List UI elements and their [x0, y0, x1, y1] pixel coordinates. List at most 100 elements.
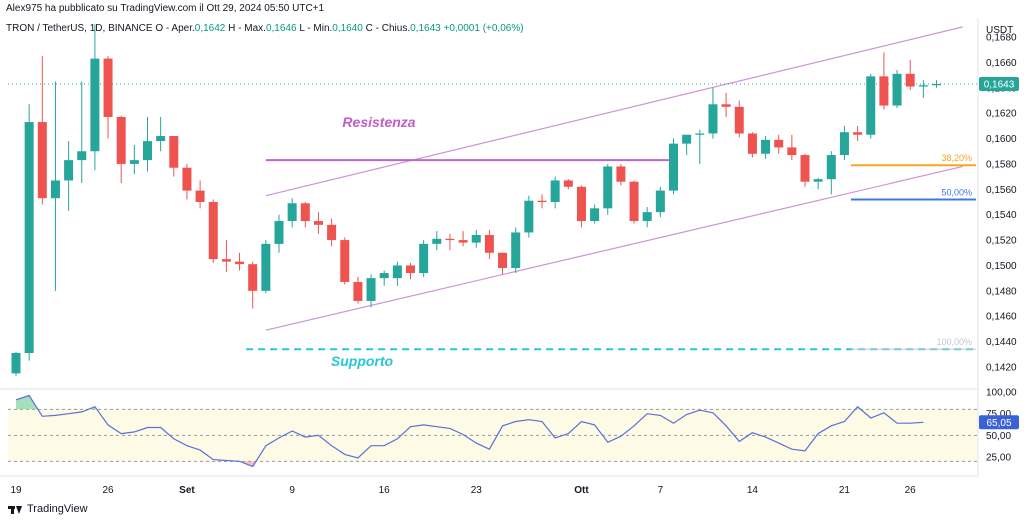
- candle-body: [721, 104, 731, 107]
- candle-body: [313, 221, 323, 225]
- price-tick-label: 0,1460: [986, 312, 1017, 323]
- candle-body: [340, 240, 350, 282]
- price-chart[interactable]: 38,20% 50,00% 100,00% Resistenza Supporto US…: [0, 0, 1024, 500]
- rsi-line: [15, 394, 924, 468]
- time-tick-label: 7: [658, 485, 664, 496]
- candle-body: [892, 73, 902, 106]
- candle-body: [274, 221, 284, 244]
- rsi-tick-label: 25,00: [986, 453, 1011, 464]
- price-tick-label: 0,1440: [986, 337, 1017, 348]
- candle-body: [64, 160, 74, 181]
- candle-body: [458, 240, 468, 243]
- rsi-tick-label: 100,00: [986, 388, 1017, 399]
- candle-body: [669, 143, 678, 191]
- brand-name: TradingView: [27, 503, 88, 515]
- candle-body: [879, 76, 889, 106]
- time-tick-label: 9: [289, 485, 295, 496]
- candle-body: [116, 116, 126, 164]
- candle-body: [695, 133, 705, 135]
- time-tick-label: 21: [839, 485, 851, 496]
- candle-body: [445, 238, 455, 241]
- time-tick-label: 26: [102, 485, 114, 496]
- candle-body: [261, 243, 271, 291]
- price-tick-label: 0,1660: [986, 58, 1017, 69]
- candle-body: [774, 139, 784, 148]
- candle-body: [734, 106, 744, 134]
- candle-body: [195, 190, 205, 202]
- candle-body: [484, 234, 494, 253]
- publisher-text: Alex975 ha pubblicato su TradingView.com…: [6, 3, 325, 14]
- price-tick-label: 0,1540: [986, 210, 1017, 221]
- time-tick-label: 19: [10, 485, 22, 496]
- open-value: 0,1642: [194, 23, 226, 34]
- candle-body: [379, 273, 389, 279]
- candle-body: [24, 122, 34, 354]
- candle-body: [800, 155, 810, 182]
- price-tick-label: 0,1420: [986, 362, 1017, 373]
- candle-body: [169, 136, 179, 168]
- channel-lower-line: [265, 165, 963, 331]
- candle-body: [37, 122, 47, 199]
- fib-level-label: 50,00%: [941, 187, 972, 197]
- time-tick-label: 26: [905, 485, 917, 496]
- candle-body: [616, 166, 626, 182]
- price-tick-label: 0,1680: [986, 33, 1017, 44]
- candle-body: [590, 208, 600, 222]
- candle-body: [866, 76, 876, 135]
- rsi-tick-label: 75,00: [986, 409, 1011, 420]
- price-tick-label: 0,1520: [986, 236, 1017, 247]
- candle-body: [839, 132, 849, 156]
- candle-body: [655, 190, 665, 213]
- price-tick-label: 0,1560: [986, 185, 1017, 196]
- candle-body: [537, 200, 547, 202]
- candle-body: [300, 203, 310, 222]
- price-tick-label: 0,1500: [986, 261, 1017, 272]
- price-tick-label: 0,1620: [986, 109, 1017, 120]
- price-tick-label: 0,1600: [986, 134, 1017, 145]
- candle-body: [11, 353, 21, 374]
- time-tick-label: Set: [179, 485, 195, 496]
- high-value: 0,1646: [265, 23, 297, 34]
- candle-body: [853, 132, 863, 135]
- price-tick-label: 0,1480: [986, 286, 1017, 297]
- y-axis-unit-label: USDT: [986, 25, 1013, 36]
- candle-body: [208, 202, 218, 260]
- candle-body: [682, 134, 692, 144]
- candle-body: [498, 252, 508, 268]
- rsi-value-tag-text: 65,05: [986, 418, 1011, 429]
- candle-body: [432, 238, 442, 244]
- footer-brand[interactable]: TradingView: [8, 503, 88, 515]
- high-label: H - Max.: [228, 23, 266, 34]
- symbol-ohlc-line: TRON / TetherUS, 1D, BINANCE O - Aper.0,…: [6, 23, 524, 34]
- candle-body: [90, 58, 100, 152]
- candle-body: [129, 160, 139, 164]
- close-value: 0,1643: [410, 23, 441, 34]
- candle-body: [50, 180, 60, 199]
- candle-body: [708, 104, 718, 134]
- tradingview-logo-icon: [8, 504, 22, 514]
- candle-body: [353, 281, 363, 301]
- time-tick-label: Ott: [574, 485, 589, 496]
- candle-body: [143, 141, 152, 161]
- candle-body: [905, 73, 915, 87]
- fib-level-label: 38,20%: [941, 153, 972, 163]
- candle-body: [156, 136, 166, 142]
- candle-body: [813, 179, 823, 182]
- candle-body: [642, 212, 652, 222]
- low-label: L - Min.: [299, 23, 333, 34]
- time-tick-label: 16: [379, 485, 391, 496]
- candle-body: [563, 180, 573, 187]
- price-tick-label: 0,1580: [986, 159, 1017, 170]
- candle-body: [550, 180, 560, 202]
- candle-body: [918, 85, 928, 87]
- candle-body: [576, 186, 586, 222]
- candle-body: [524, 200, 534, 233]
- time-tick-label: 23: [471, 485, 483, 496]
- candle-body: [366, 278, 376, 301]
- candle-body: [603, 166, 613, 209]
- channel-upper-line: [265, 26, 963, 197]
- candle-body: [826, 155, 836, 180]
- candle-body: [471, 234, 481, 243]
- candle-body: [629, 181, 639, 222]
- candle-body: [761, 139, 771, 154]
